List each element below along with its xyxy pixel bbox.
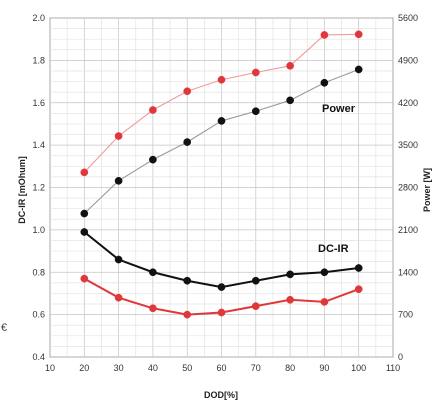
right-y-tick-label: 1400 — [398, 267, 418, 277]
x-tick-label: 10 — [45, 363, 55, 373]
series-point-0 — [286, 61, 294, 70]
left-y-tick-labels: 0.4 0.6 0.8 1.0 1.2 1.4 1.6 1.8 2.0 — [32, 13, 45, 362]
right-y-tick-label: 0 — [398, 352, 403, 362]
series-point-2 — [251, 276, 260, 285]
grid — [49, 17, 394, 358]
series-point-2 — [354, 264, 363, 272]
edge-glyph: € — [1, 322, 8, 334]
series-point-2 — [149, 268, 157, 277]
series-point-1 — [114, 176, 123, 185]
series-point-3 — [114, 293, 123, 302]
right-y-tick-labels: 0 700 1400 2100 2800 3500 4200 4900 5600 — [398, 13, 418, 362]
left-y-tick-label: 1.8 — [32, 55, 45, 65]
series-point-1 — [354, 65, 363, 74]
left-y-tick-label: 1.4 — [32, 140, 45, 150]
left-y-tick-label: 1.0 — [32, 225, 45, 235]
series-point-3 — [320, 298, 329, 306]
series-point-2 — [217, 283, 226, 291]
x-tick-label: 90 — [319, 363, 329, 373]
series-point-0 — [149, 106, 157, 114]
series-point-1 — [217, 117, 226, 125]
left-y-axis-title: DC-IR [mOhum] — [17, 156, 27, 224]
series-point-3 — [251, 302, 260, 310]
series-layer — [80, 30, 363, 319]
left-y-tick-label: 1.2 — [32, 183, 45, 193]
series-point-0 — [114, 132, 123, 140]
x-tick-label: 100 — [351, 363, 366, 373]
right-y-axis-title: Power [W] — [422, 168, 432, 212]
right-y-tick-label: 4200 — [398, 98, 418, 108]
series-point-0 — [320, 31, 329, 39]
x-tick-label: 110 — [386, 363, 400, 373]
series-point-1 — [183, 138, 192, 146]
x-tick-labels: 10 20 30 40 50 60 70 80 90 100 110 — [45, 363, 400, 373]
series-point-2 — [183, 276, 192, 285]
x-tick-label: 70 — [251, 363, 261, 373]
right-y-tick-label: 2100 — [398, 225, 418, 235]
series-point-0 — [80, 168, 89, 177]
series-point-1 — [251, 107, 260, 116]
series-point-0 — [183, 87, 192, 96]
series-point-2 — [114, 255, 123, 264]
series-point-0 — [354, 30, 363, 39]
series-point-0 — [251, 68, 260, 77]
series-point-3 — [149, 304, 157, 313]
x-tick-label: 40 — [148, 363, 158, 373]
left-y-tick-label: 0.6 — [32, 310, 45, 320]
series-point-2 — [80, 228, 89, 236]
series-point-2 — [320, 268, 329, 277]
x-tick-label: 30 — [114, 363, 124, 373]
series-point-3 — [354, 285, 363, 294]
x-tick-label: 80 — [285, 363, 295, 373]
right-y-tick-label: 2800 — [398, 183, 418, 193]
series-point-1 — [286, 96, 294, 105]
series-point-3 — [217, 308, 226, 317]
series-point-1 — [80, 209, 89, 218]
right-y-tick-label: 3500 — [398, 140, 418, 150]
left-y-tick-label: 0.4 — [32, 352, 45, 362]
x-tick-label: 60 — [216, 363, 226, 373]
series-point-1 — [320, 78, 329, 87]
x-tick-label: 50 — [182, 363, 192, 373]
x-axis-title: DOD[%] — [204, 390, 238, 400]
x-tick-label: 20 — [79, 363, 89, 373]
right-y-tick-label: 5600 — [398, 13, 418, 23]
series-point-3 — [286, 295, 294, 304]
right-y-tick-label: 700 — [398, 310, 413, 320]
series-point-3 — [183, 310, 192, 319]
right-y-tick-label: 4900 — [398, 55, 418, 65]
series-point-1 — [149, 155, 157, 164]
series-point-2 — [286, 270, 294, 279]
left-y-tick-label: 2.0 — [32, 13, 45, 23]
left-y-tick-label: 1.6 — [32, 98, 45, 108]
series-point-3 — [80, 274, 89, 283]
dcir-annotation: DC-IR — [318, 243, 349, 255]
power-annotation: Power — [322, 103, 356, 115]
left-y-tick-label: 0.8 — [32, 267, 45, 277]
series-point-0 — [217, 75, 226, 84]
